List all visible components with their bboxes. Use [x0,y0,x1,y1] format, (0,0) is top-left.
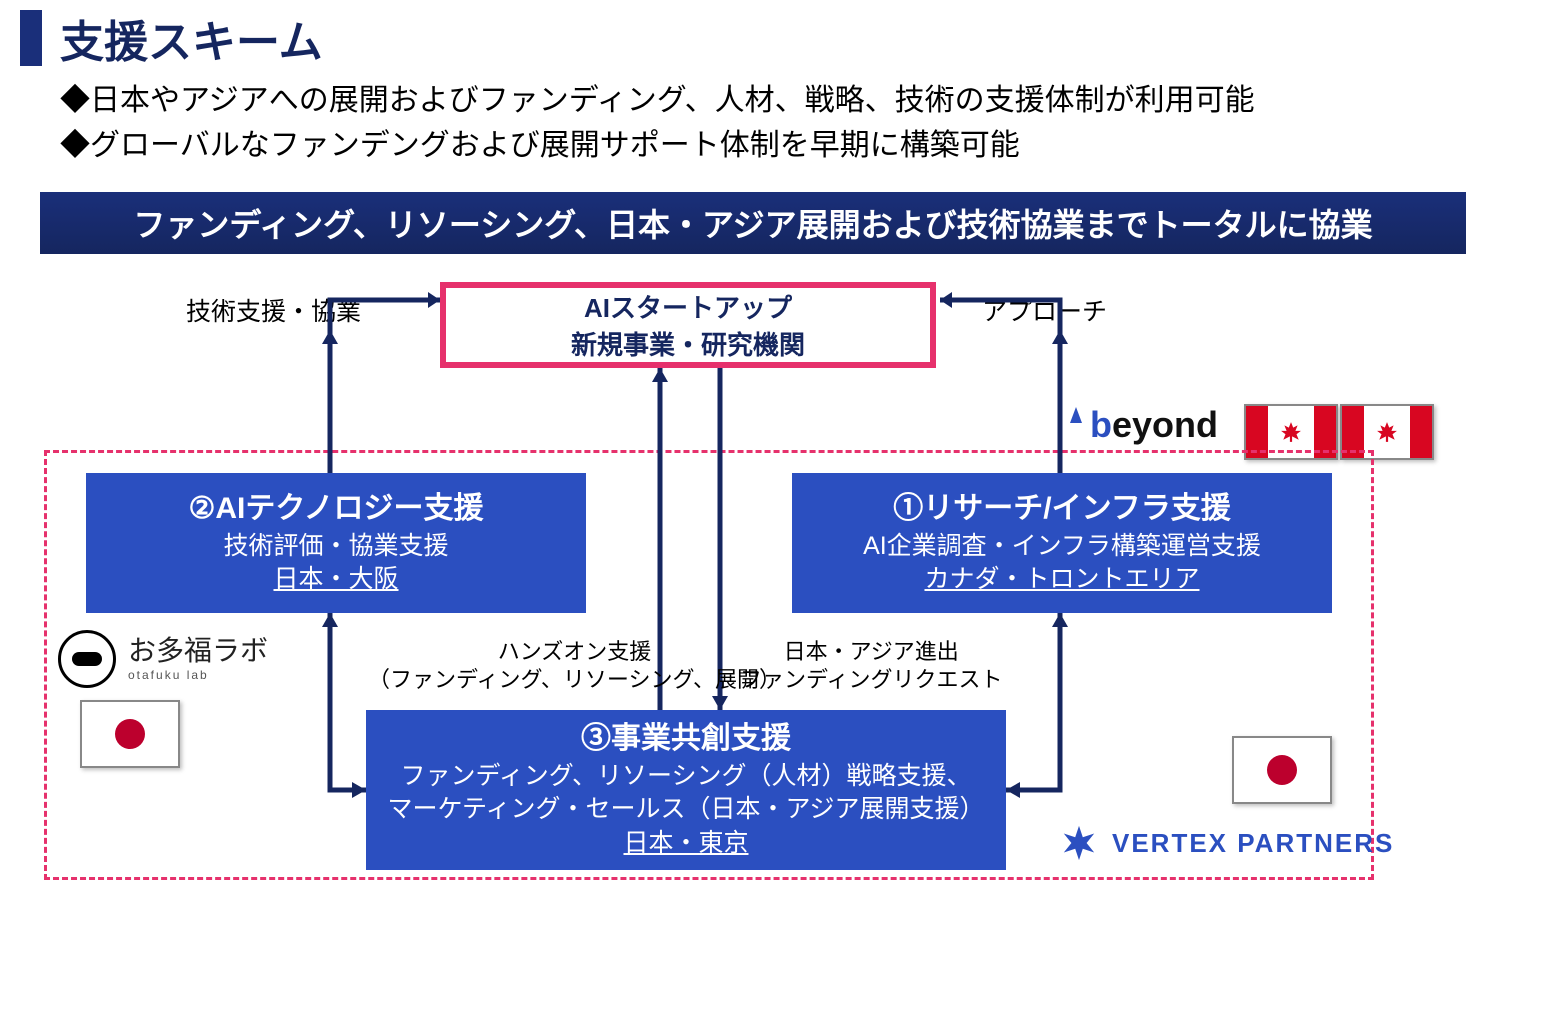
box-sub: 技術評価・協業支援 [223,530,448,564]
box-title: ③事業共創支援 [581,719,791,760]
page-title-row: 支援スキーム [20,6,323,70]
otafuku-logo: お多福ラボ otafuku lab [58,630,268,688]
vertex-star-icon [1060,824,1098,862]
slide-root: { "colors": { "title_accent": "#1a2f7a",… [0,0,1556,1018]
box-title: ②AIテクノロジー支援 [188,489,483,530]
otafuku-sub: otafuku lab [128,669,268,681]
otafuku-mark-icon [58,630,116,688]
box-location: 日本・大阪 [273,563,398,597]
box-business-cocreation: ③事業共創支援 ファンディング、リソーシング（人材）戦略支援、 マーケティング・… [366,710,1006,870]
box-sub: AI企業調査・インフラ構築運営支援 [863,530,1261,564]
bullet-item: グローバルなファンデングおよび展開サポート体制を早期に構築可能 [60,123,1255,168]
page-title: 支援スキーム [60,6,323,70]
box-sub: マーケティング・セールス（日本・アジア展開支援） [387,793,984,827]
bullet-list: 日本やアジアへの展開およびファンディング、人材、戦略、技術の支援体制が利用可能 … [60,78,1255,168]
japan-flag-icon [80,700,180,768]
edge-label-mid-left: ハンズオン支援（ファンディング、リソーシング、展開） [368,638,781,693]
box-title: ①リサーチ/インフラ支援 [893,489,1230,530]
title-accent-bar [20,10,42,66]
banner: ファンディング、リソーシング、日本・アジア展開および技術協業までトータルに協業 [40,192,1466,254]
otafuku-name: お多福ラボ [128,637,268,665]
box-sub: ファンディング、リソーシング（人材）戦略支援、 [400,760,971,794]
diagram: 技術支援・協業 アプローチ AIスタートアップ 新規事業・研究機関 beyond [0,260,1556,1018]
vertex-logo: VERTEX PARTNERS [1060,824,1394,862]
box-ai-technology: ②AIテクノロジー支援 技術評価・協業支援 日本・大阪 [86,473,586,613]
bullet-item: 日本やアジアへの展開およびファンディング、人材、戦略、技術の支援体制が利用可能 [60,78,1255,123]
box-location: カナダ・トロントエリア [924,563,1199,597]
edge-label-mid-right: 日本・アジア進出ファンディングリクエスト [740,638,1002,693]
box-research-infra: ①リサーチ/インフラ支援 AI企業調査・インフラ構築運営支援 カナダ・トロントエ… [792,473,1332,613]
banner-text: ファンディング、リソーシング、日本・アジア展開および技術協業までトータルに協業 [133,200,1372,246]
box-location: 日本・東京 [623,827,748,861]
japan-flag-icon [1232,736,1332,804]
vertex-text: VERTEX PARTNERS [1112,828,1394,859]
